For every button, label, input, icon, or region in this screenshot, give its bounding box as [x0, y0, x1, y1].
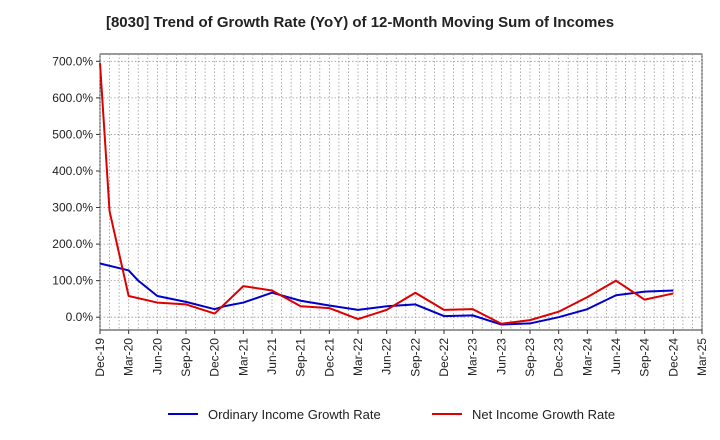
- chart-title: [8030] Trend of Growth Rate (YoY) of 12-…: [105, 14, 615, 31]
- x-tick-label: Jun-24: [609, 338, 623, 375]
- x-tick-label: Mar-22: [351, 338, 365, 376]
- x-tick-label: Dec-19: [93, 338, 107, 377]
- x-tick-label: Sep-24: [638, 338, 652, 377]
- y-tick-label: 200.0%: [52, 237, 93, 251]
- x-tick-label: Sep-23: [523, 338, 537, 377]
- y-tick-label: 0.0%: [66, 310, 94, 324]
- plot-area: [99, 53, 703, 331]
- x-tick-label: Dec-23: [552, 338, 566, 377]
- series-line-0: [99, 262, 674, 326]
- legend-label-1: Net Income Growth Rate: [472, 407, 615, 422]
- legend-label-0: Ordinary Income Growth Rate: [208, 407, 381, 422]
- x-tick-label: Dec-22: [437, 338, 451, 377]
- x-tick-label: Mar-20: [122, 338, 136, 376]
- x-tick-label: Dec-20: [208, 338, 222, 377]
- x-tick-label: Mar-21: [236, 338, 250, 376]
- y-tick-label: 300.0%: [52, 201, 93, 215]
- x-tick-label: Jun-21: [265, 338, 279, 375]
- x-tick-label: Sep-22: [408, 338, 422, 377]
- y-tick-label: 100.0%: [52, 274, 93, 288]
- series-line-1: [99, 63, 674, 325]
- x-tick-label: Jun-22: [380, 338, 394, 375]
- y-tick-label: 500.0%: [52, 127, 93, 141]
- y-tick-label: 700.0%: [52, 54, 93, 68]
- x-tick-label: Dec-21: [322, 338, 336, 377]
- x-tick-label: Jun-20: [150, 338, 164, 375]
- x-tick-label: Mar-25: [695, 338, 709, 376]
- x-tick-label: Sep-20: [179, 338, 193, 377]
- x-tick-label: Mar-23: [466, 338, 480, 376]
- x-tick-label: Jun-23: [494, 338, 508, 375]
- y-tick-label: 600.0%: [52, 91, 93, 105]
- x-tick-label: Mar-24: [580, 338, 594, 376]
- y-tick-label: 400.0%: [52, 164, 93, 178]
- x-tick-label: Dec-24: [666, 338, 680, 377]
- x-tick-label: Sep-21: [294, 338, 308, 377]
